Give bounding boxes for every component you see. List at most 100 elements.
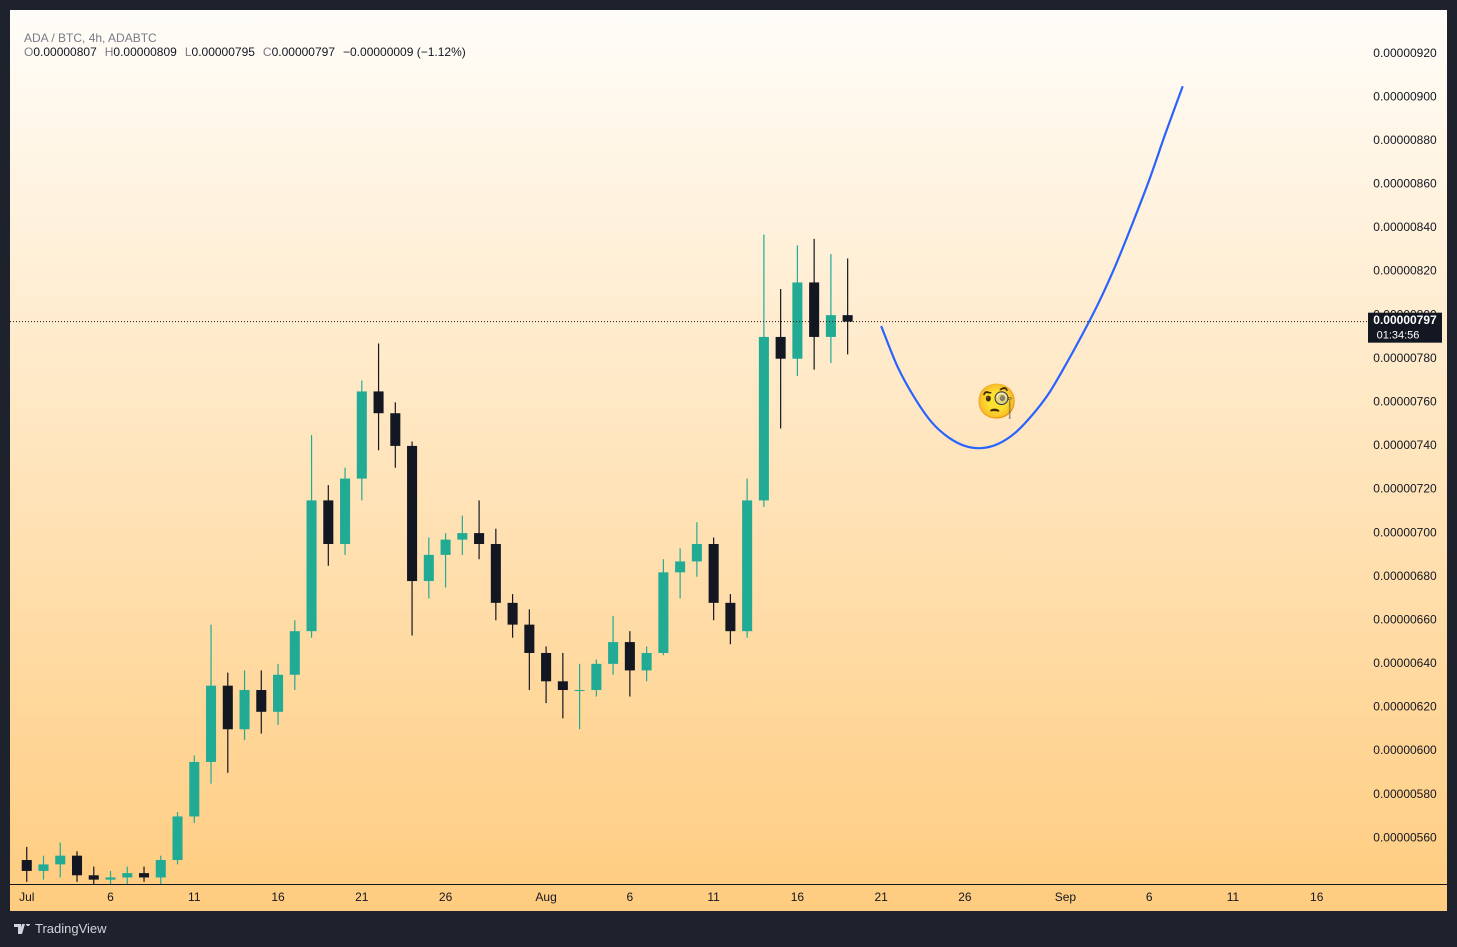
candle-body bbox=[356, 391, 367, 479]
candle-body bbox=[88, 875, 99, 880]
ohlc-label: H bbox=[104, 45, 114, 59]
x-tick-label: 16 bbox=[791, 890, 805, 904]
ohlc-label: O bbox=[24, 45, 34, 59]
x-tick-label: 21 bbox=[355, 890, 369, 904]
y-tick-label: 0.00000760 bbox=[1373, 394, 1437, 408]
candle-body bbox=[38, 864, 49, 871]
x-tick-label: 26 bbox=[958, 890, 972, 904]
y-tick-label: 0.00000620 bbox=[1373, 700, 1437, 714]
x-tick-label: 11 bbox=[188, 890, 201, 904]
candle-body bbox=[71, 855, 83, 876]
y-tick-label: 0.00000900 bbox=[1373, 89, 1437, 103]
y-tick-label: 0.00000720 bbox=[1373, 482, 1437, 496]
candle-body bbox=[239, 690, 250, 730]
x-tick-label: 6 bbox=[1146, 890, 1153, 904]
ohlc-value: 0.00000807 bbox=[33, 45, 97, 59]
candle-body bbox=[691, 543, 702, 562]
y-tick-label: 0.00000860 bbox=[1373, 177, 1437, 191]
y-tick-label: 0.00000660 bbox=[1373, 612, 1437, 626]
candle-body bbox=[105, 877, 116, 880]
ohlc-value: 0.00000797 bbox=[271, 45, 335, 59]
y-tick-label: 0.00000920 bbox=[1373, 46, 1437, 60]
candle-body bbox=[155, 860, 166, 878]
candle-body bbox=[206, 685, 217, 762]
x-tick-label: Aug bbox=[535, 890, 556, 904]
countdown: 01:34:56 bbox=[1377, 330, 1420, 342]
candle-body bbox=[457, 533, 468, 540]
candle-body bbox=[775, 336, 786, 359]
candle-body bbox=[641, 652, 652, 671]
candle-body bbox=[725, 602, 736, 632]
x-tick-label: 6 bbox=[627, 890, 634, 904]
candle-body bbox=[524, 624, 535, 653]
candle-body bbox=[390, 413, 401, 446]
x-tick-label: Sep bbox=[1055, 890, 1077, 904]
y-tick-label: 0.00000700 bbox=[1373, 525, 1437, 539]
candle-body bbox=[222, 685, 233, 730]
candle-body bbox=[557, 681, 568, 691]
x-tick-label: 16 bbox=[271, 890, 285, 904]
candle-body bbox=[423, 554, 434, 582]
candle-body bbox=[758, 336, 769, 501]
ohlc-value: 0.00000795 bbox=[191, 45, 255, 59]
ohlc-value: 0.00000809 bbox=[113, 45, 177, 59]
projection-curve bbox=[880, 85, 1184, 450]
candle-body bbox=[273, 674, 284, 712]
candle-body bbox=[658, 572, 669, 653]
candle-body bbox=[122, 873, 133, 878]
candle-body bbox=[323, 500, 334, 544]
y-tick-label: 0.00000580 bbox=[1373, 787, 1437, 801]
candle-body bbox=[189, 761, 200, 817]
x-tick-label: 6 bbox=[107, 890, 114, 904]
y-tick-label: 0.00000780 bbox=[1373, 351, 1437, 365]
footer: TradingView bbox=[14, 921, 107, 936]
y-tick-label: 0.00000600 bbox=[1373, 743, 1437, 757]
y-tick-label: 0.00000820 bbox=[1373, 264, 1437, 278]
y-tick-label: 0.00000740 bbox=[1373, 438, 1437, 452]
candle-body bbox=[373, 391, 384, 414]
x-tick-label: Jul bbox=[19, 890, 34, 904]
candle-body bbox=[842, 315, 853, 322]
candle-body bbox=[624, 642, 635, 671]
candle-body bbox=[289, 631, 300, 675]
candle-body bbox=[340, 478, 351, 544]
candle-body bbox=[541, 652, 552, 682]
y-tick-label: 0.00000680 bbox=[1373, 569, 1437, 583]
candle-body bbox=[825, 315, 836, 337]
logo bbox=[14, 923, 30, 934]
candle-body bbox=[708, 543, 719, 603]
candle-body bbox=[306, 500, 317, 632]
candle-body bbox=[608, 642, 619, 664]
x-tick-label: 21 bbox=[874, 890, 888, 904]
last-price-box bbox=[1368, 312, 1442, 343]
change: −0.00000009 (−1.12%) bbox=[343, 45, 466, 59]
annotation: 🧐 bbox=[976, 383, 1018, 421]
y-tick-label: 0.00000560 bbox=[1373, 830, 1437, 844]
x-tick-label: 26 bbox=[439, 890, 453, 904]
candle-body bbox=[742, 500, 753, 632]
candle-body bbox=[675, 561, 686, 573]
y-tick-label: 0.00000880 bbox=[1373, 133, 1437, 147]
candle-body bbox=[591, 663, 602, 691]
symbol-legend: ADA / BTC, 4h, ADABTC O0.00000807 H0.0000… bbox=[18, 17, 468, 59]
ohlc-label: C bbox=[262, 45, 272, 59]
candle-body bbox=[574, 690, 585, 692]
chart-background bbox=[10, 10, 1447, 911]
candle-body bbox=[809, 282, 820, 337]
candle-body bbox=[507, 602, 518, 625]
candle-body bbox=[792, 282, 803, 359]
candle-body bbox=[256, 690, 267, 712]
candle-body bbox=[138, 873, 150, 878]
y-tick-label: 0.00000640 bbox=[1373, 656, 1437, 670]
x-tick-label: 16 bbox=[1310, 890, 1324, 904]
ohlc-label: L bbox=[184, 45, 192, 59]
candle-body bbox=[407, 445, 418, 582]
x-tick-label: 11 bbox=[1227, 890, 1240, 904]
candle-body bbox=[55, 855, 66, 865]
candle-body bbox=[490, 543, 501, 603]
candle-body bbox=[21, 860, 32, 871]
symbol: ADA / BTC, 4h, ADABTC bbox=[24, 31, 157, 45]
candle-body bbox=[440, 539, 451, 555]
